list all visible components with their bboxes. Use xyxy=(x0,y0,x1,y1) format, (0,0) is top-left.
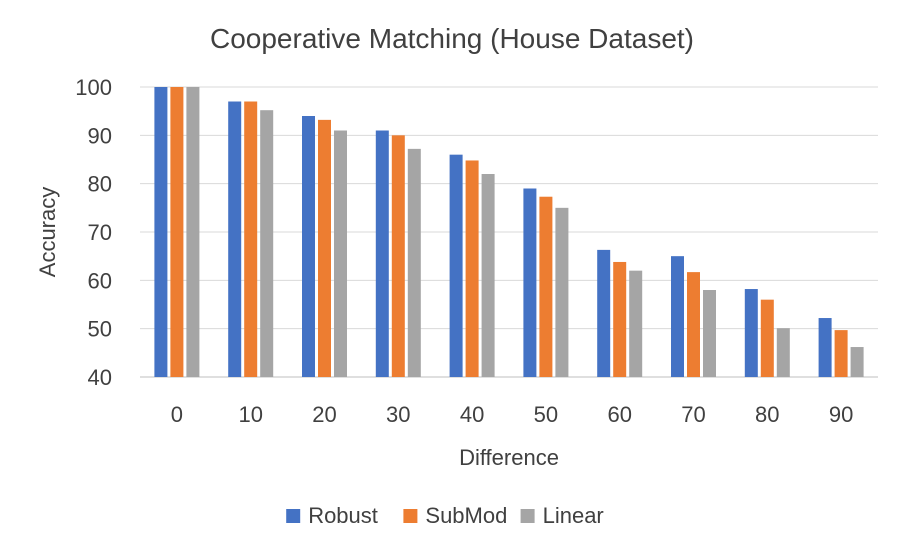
bar-submod-60 xyxy=(613,261,627,377)
bar-linear-40 xyxy=(481,174,495,377)
bar-submod-80 xyxy=(760,299,774,377)
x-tick-label: 70 xyxy=(681,402,705,427)
bar-robust-50 xyxy=(523,188,537,377)
legend-swatch xyxy=(520,509,535,523)
y-axis-ticks: 40 50 60 70 80 90 100 xyxy=(75,75,112,390)
bar-linear-30 xyxy=(407,148,421,377)
y-tick-label: 100 xyxy=(75,75,112,100)
y-tick-label: 80 xyxy=(88,172,112,197)
bar-linear-90 xyxy=(850,347,864,377)
bar-robust-90 xyxy=(818,318,832,377)
bar-linear-80 xyxy=(776,328,790,377)
legend-swatch xyxy=(403,509,418,523)
bar-robust-70 xyxy=(671,256,684,377)
x-tick-label: 10 xyxy=(238,402,262,427)
y-tick-label: 70 xyxy=(88,220,112,245)
legend-item-robust: Robust xyxy=(286,503,378,528)
x-tick-label: 0 xyxy=(171,402,183,427)
bar-linear-20 xyxy=(334,130,347,377)
legend-label: Robust xyxy=(308,503,378,528)
bar-robust-10 xyxy=(228,101,242,377)
bars xyxy=(154,87,864,377)
bar-submod-70 xyxy=(687,272,700,377)
y-tick-label: 90 xyxy=(88,123,112,148)
bar-linear-60 xyxy=(629,270,643,377)
bar-submod-90 xyxy=(834,330,848,377)
legend: Robust SubMod Linear xyxy=(286,503,604,528)
y-axis-title: Accuracy xyxy=(35,187,60,277)
bar-robust-20 xyxy=(302,116,315,377)
bar-linear-0 xyxy=(186,87,200,377)
legend-label: SubMod xyxy=(425,503,507,528)
bar-submod-50 xyxy=(539,196,553,377)
bar-robust-40 xyxy=(449,154,463,377)
x-tick-label: 40 xyxy=(460,402,484,427)
bar-robust-60 xyxy=(597,249,611,377)
bar-linear-70 xyxy=(703,290,716,377)
bar-robust-80 xyxy=(744,289,758,377)
bar-submod-0 xyxy=(170,87,184,377)
x-axis-title: Difference xyxy=(459,445,559,470)
x-tick-label: 60 xyxy=(607,402,631,427)
x-tick-label: 30 xyxy=(386,402,410,427)
bar-robust-0 xyxy=(154,87,168,377)
bar-submod-20 xyxy=(318,119,331,377)
x-tick-label: 80 xyxy=(755,402,779,427)
y-tick-label: 50 xyxy=(88,317,112,342)
y-tick-label: 40 xyxy=(88,365,112,390)
legend-swatch xyxy=(286,509,301,523)
bar-linear-50 xyxy=(555,207,569,377)
chart-title: Cooperative Matching (House Dataset) xyxy=(210,23,694,54)
x-axis-ticks: 0 10 20 30 40 50 60 70 80 90 xyxy=(171,402,854,427)
bar-linear-10 xyxy=(260,110,274,377)
bar-submod-40 xyxy=(465,160,479,377)
y-tick-label: 60 xyxy=(88,268,112,293)
legend-label: Linear xyxy=(543,503,604,528)
legend-item-linear: Linear xyxy=(520,503,604,528)
bar-submod-10 xyxy=(244,101,258,377)
bar-submod-30 xyxy=(391,135,405,377)
legend-item-submod: SubMod xyxy=(403,503,507,528)
x-tick-label: 90 xyxy=(829,402,853,427)
x-tick-label: 50 xyxy=(534,402,558,427)
x-tick-label: 20 xyxy=(312,402,336,427)
bar-robust-30 xyxy=(375,130,389,377)
